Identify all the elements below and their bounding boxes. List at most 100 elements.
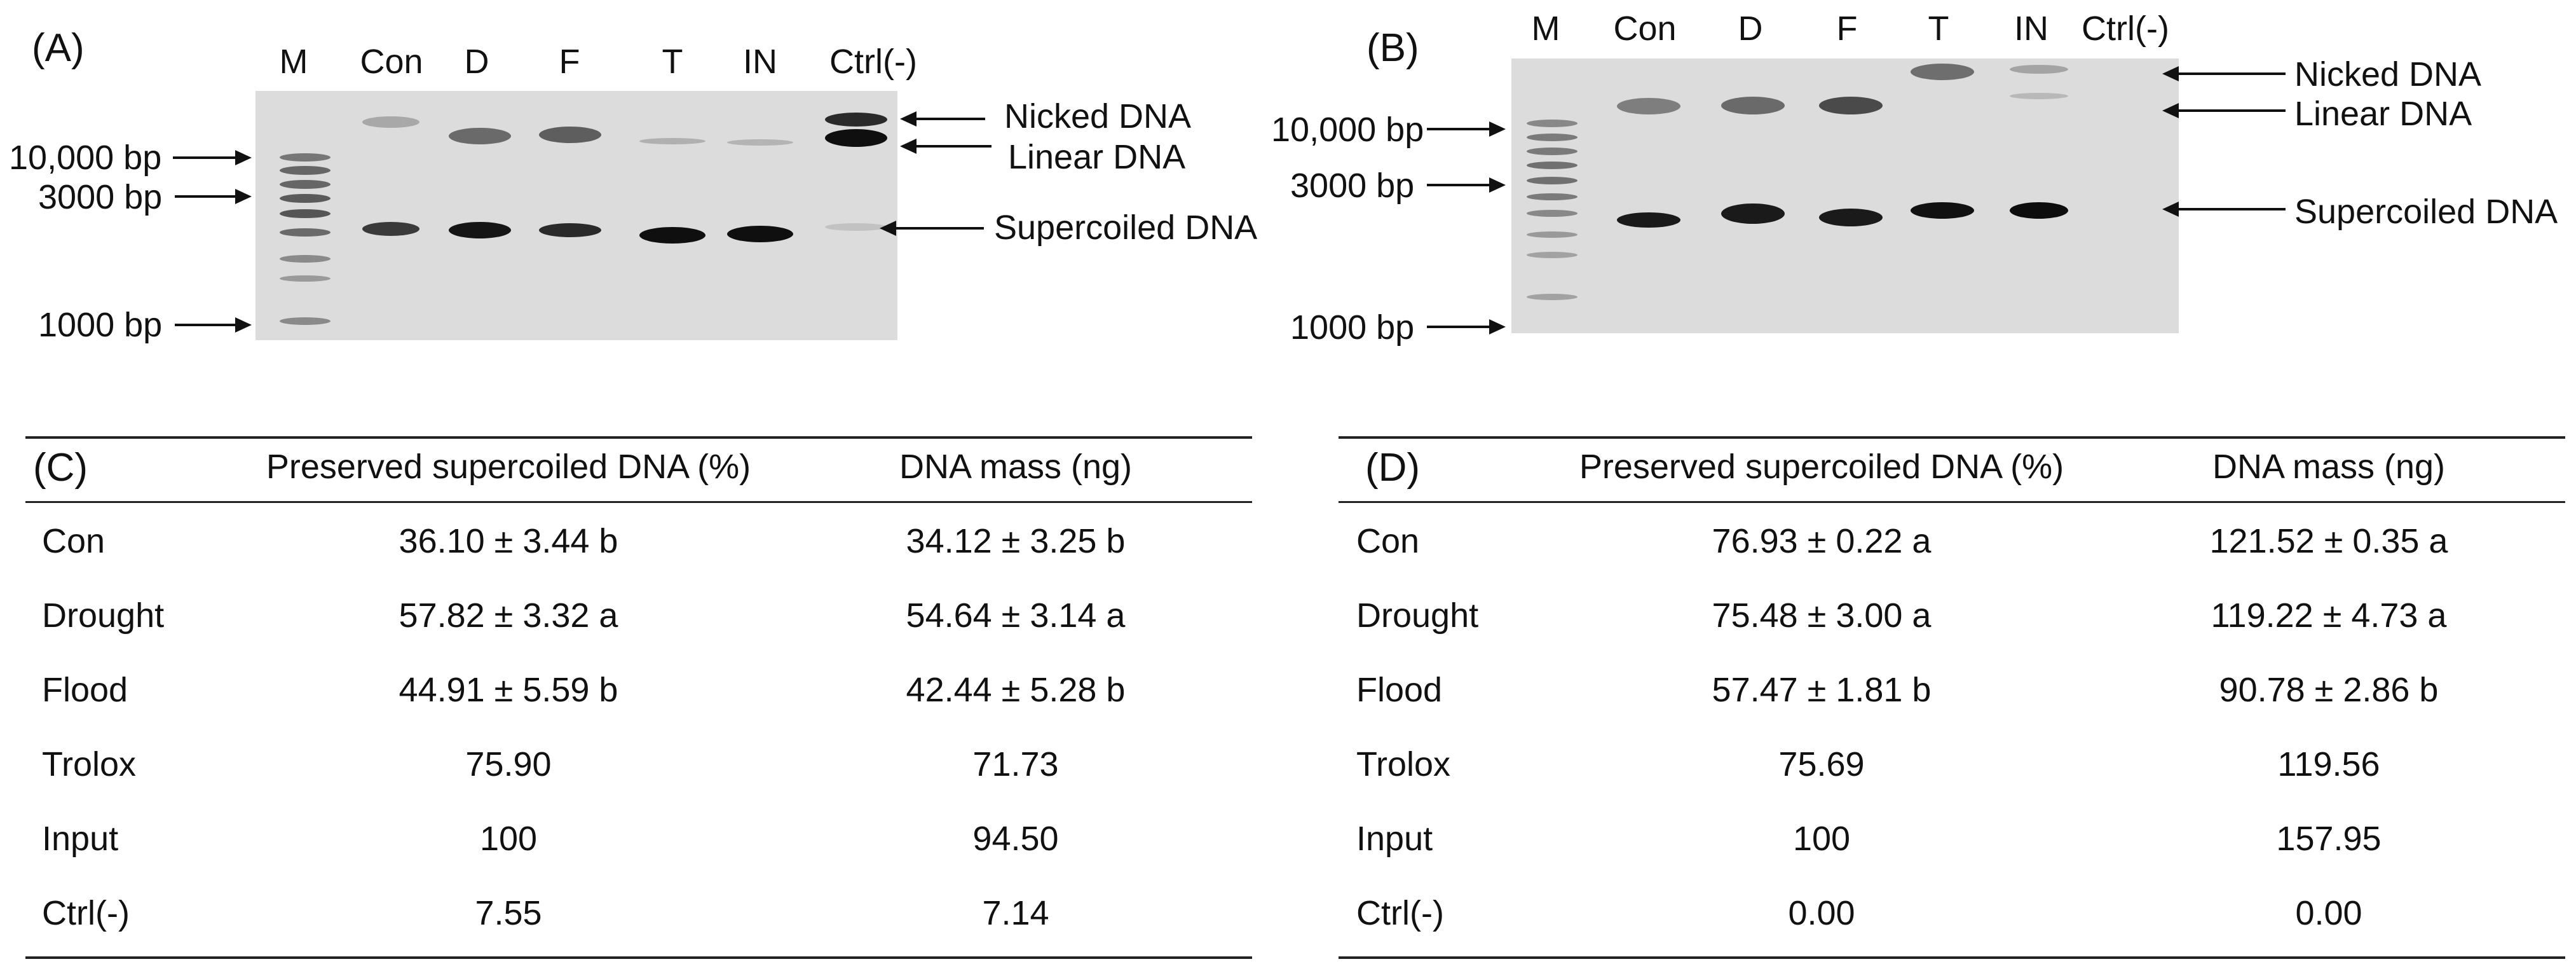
row-label: Trolox — [42, 745, 137, 783]
lane-label-flood: F — [1836, 10, 1858, 48]
ladder-band — [1527, 231, 1578, 238]
column-header: Preserved supercoiled DNA (%) — [1579, 448, 2064, 486]
band-nicked — [1819, 97, 1883, 114]
lane-label-drought: D — [464, 43, 489, 81]
arrowhead — [235, 189, 252, 204]
table-cell: 0.00 — [1788, 894, 1855, 932]
form-arrow — [2177, 109, 2286, 112]
band-nicked — [2010, 65, 2068, 74]
table-cell: 7.14 — [982, 894, 1049, 932]
table-cell: 121.52 ± 0.35 a — [2209, 522, 2448, 560]
marker-arrow — [1427, 128, 1490, 130]
ladder-band — [1527, 177, 1578, 184]
ladder-band — [1527, 134, 1578, 141]
table-cell: 42.44 ± 5.28 b — [906, 671, 1126, 709]
marker-label-1000: 1000 bp — [38, 306, 163, 344]
ladder-band — [280, 153, 331, 162]
band-supercoiled — [727, 226, 793, 242]
ladder-band — [280, 255, 331, 263]
band-nicked — [825, 113, 887, 127]
row-label: Input — [1356, 820, 1433, 858]
table-cell: 75.90 — [465, 745, 552, 783]
form-label-supercoiled: Supercoiled DNA — [2294, 193, 2558, 231]
form-arrow — [2177, 72, 2286, 75]
table-cell: 57.47 ± 1.81 b — [1712, 671, 1932, 709]
lane-label-ctrl-neg: Ctrl(-) — [829, 43, 917, 81]
band-linear — [2010, 93, 2068, 99]
arrowhead — [235, 317, 252, 333]
gel-image-a — [256, 91, 897, 340]
row-label: Input — [42, 820, 119, 858]
ladder-band — [280, 166, 331, 175]
arrowhead — [880, 221, 896, 236]
row-label: Drought — [42, 596, 165, 635]
ladder-band — [280, 180, 331, 189]
table-bottom-rule — [25, 956, 1252, 959]
form-arrow — [2177, 208, 2286, 210]
table-cell: 36.10 ± 3.44 b — [399, 522, 618, 560]
table-cell: 76.93 ± 0.22 a — [1712, 522, 1932, 560]
form-label-nicked: Nicked DNA — [1004, 97, 1192, 135]
column-header: Preserved supercoiled DNA (%) — [266, 448, 751, 486]
panel-label-d: (D) — [1365, 446, 1421, 490]
lane-label-flood: F — [559, 43, 580, 81]
table-cell: 100 — [479, 820, 538, 858]
table-cell: 54.64 ± 3.14 a — [906, 596, 1126, 635]
table-header-rule — [25, 501, 1252, 503]
form-label-linear: Linear DNA — [2294, 95, 2472, 133]
band-supercoiled — [1617, 212, 1680, 228]
arrowhead — [900, 111, 917, 127]
row-label: Con — [1356, 522, 1420, 560]
row-label: Ctrl(-) — [1356, 894, 1444, 932]
table-cell: 75.69 — [1778, 745, 1865, 783]
band-linear — [639, 138, 705, 144]
band-supercoiled — [362, 222, 419, 236]
ladder-band — [1527, 210, 1578, 217]
panel-label-b: (B) — [1366, 26, 1419, 70]
arrowhead — [1489, 319, 1506, 334]
arrowhead — [900, 139, 917, 154]
form-arrow — [915, 145, 992, 148]
band-nicked — [1911, 64, 1974, 80]
band-linear — [727, 139, 793, 146]
marker-label-1000: 1000 bp — [1290, 308, 1415, 347]
band-supercoiled — [1911, 202, 1974, 219]
row-label: Con — [42, 522, 106, 560]
marker-label-10000: 10,000 bp — [9, 139, 162, 177]
table-top-rule — [1339, 436, 2565, 439]
column-header: DNA mass (ng) — [899, 448, 1133, 486]
lane-label-con: Con — [360, 43, 423, 81]
band-supercoiled — [1819, 209, 1883, 226]
marker-arrow — [1427, 326, 1490, 328]
marker-arrow — [175, 324, 236, 326]
lane-label-input: IN — [743, 43, 777, 81]
table-cell: 94.50 — [972, 820, 1059, 858]
row-label: Flood — [42, 671, 128, 709]
form-label-nicked: Nicked DNA — [2294, 55, 2482, 93]
lane-label-marker: M — [1531, 10, 1560, 48]
lane-label-input: IN — [2014, 10, 2048, 48]
ladder-band — [280, 209, 331, 218]
band-supercoiled — [539, 223, 601, 237]
table-bottom-rule — [1339, 956, 2565, 959]
ladder-band — [1527, 148, 1578, 155]
table-header-rule — [1339, 501, 2565, 503]
marker-label-3000: 3000 bp — [38, 178, 163, 216]
band-supercoiled — [825, 223, 887, 231]
marker-arrow — [1427, 184, 1490, 186]
band-supercoiled — [449, 222, 511, 238]
form-label-supercoiled: Supercoiled DNA — [994, 209, 1258, 247]
marker-label-10000: 10,000 bp — [1271, 111, 1424, 149]
lane-label-con: Con — [1613, 10, 1677, 48]
lane-label-trolox: T — [662, 43, 683, 81]
marker-arrow — [173, 156, 236, 159]
ladder-band — [1527, 294, 1578, 300]
arrowhead — [2162, 103, 2179, 118]
band-nicked — [362, 116, 419, 128]
band-nicked — [539, 127, 601, 143]
column-header: DNA mass (ng) — [2212, 448, 2446, 486]
gel-image-b — [1511, 59, 2179, 333]
ladder-band — [280, 317, 331, 325]
table-cell: 0.00 — [2295, 894, 2362, 932]
lane-label-drought: D — [1738, 10, 1763, 48]
